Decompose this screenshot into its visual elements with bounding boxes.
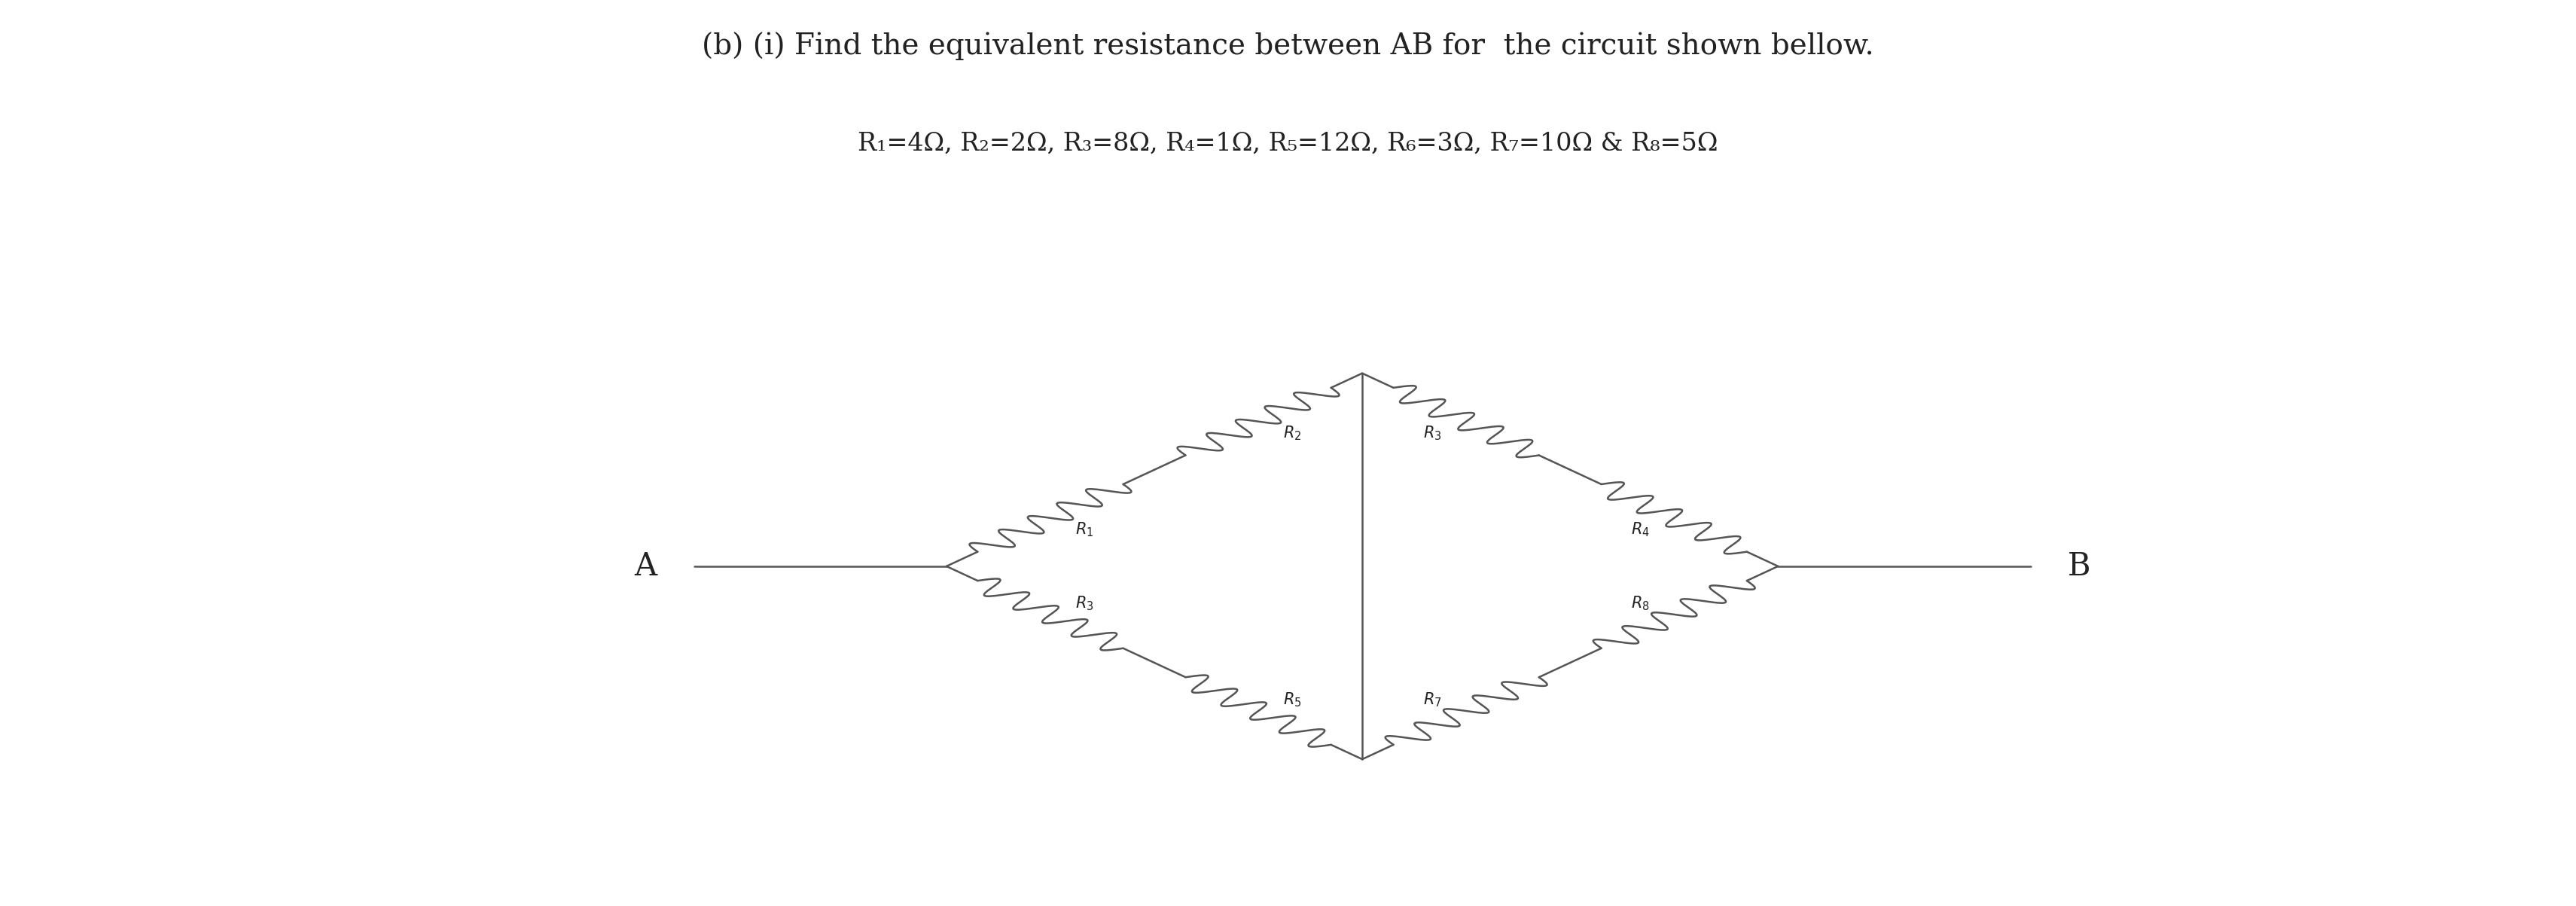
- Text: $R_3$: $R_3$: [1422, 424, 1443, 442]
- Text: $R_2$: $R_2$: [1283, 424, 1301, 442]
- Text: $R_1$: $R_1$: [1074, 520, 1095, 538]
- Text: $R_5$: $R_5$: [1283, 690, 1301, 708]
- Text: (b) (i) Find the equivalent resistance between AB for  the circuit shown bellow.: (b) (i) Find the equivalent resistance b…: [701, 32, 1875, 61]
- Text: $R_7$: $R_7$: [1422, 690, 1443, 708]
- Text: B: B: [2069, 551, 2092, 582]
- Text: R₁=4Ω, R₂=2Ω, R₃=8Ω, R₄=1Ω, R₅=12Ω, R₆=3Ω, R₇=10Ω & R₈=5Ω: R₁=4Ω, R₂=2Ω, R₃=8Ω, R₄=1Ω, R₅=12Ω, R₆=3…: [858, 131, 1718, 156]
- Text: $R_4$: $R_4$: [1631, 520, 1649, 538]
- Text: $R_8$: $R_8$: [1631, 594, 1649, 612]
- Text: $R_3$: $R_3$: [1074, 594, 1095, 612]
- Text: A: A: [634, 551, 657, 582]
